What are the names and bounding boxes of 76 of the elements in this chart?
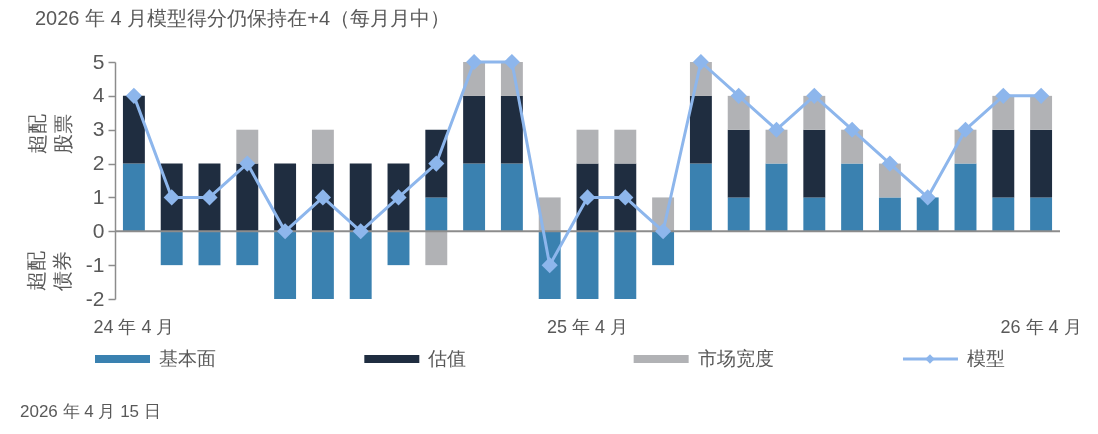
point <box>503 53 520 71</box>
bar <box>803 129 826 198</box>
bar <box>727 197 750 232</box>
bar <box>765 163 788 232</box>
bar <box>1030 197 1053 232</box>
bar <box>463 95 486 164</box>
bar <box>311 129 334 164</box>
point <box>655 223 672 240</box>
text: 2026 年 4 月 15 日 <box>20 402 161 421</box>
bar <box>387 231 410 266</box>
y-tick-label: 0 <box>92 218 105 242</box>
bar <box>576 129 599 164</box>
y-tick-label: 2 <box>92 151 105 175</box>
bar <box>349 163 372 232</box>
point <box>277 223 294 240</box>
bar <box>198 231 221 266</box>
y-tick-label: 1 <box>92 184 105 208</box>
bar <box>1030 95 1053 130</box>
bar <box>425 231 448 266</box>
legend-label: 估值 <box>427 348 467 369</box>
point <box>881 155 898 172</box>
bar <box>160 231 183 266</box>
point <box>730 87 747 104</box>
bar <box>992 197 1015 232</box>
point <box>239 155 256 172</box>
point <box>919 189 936 206</box>
point <box>692 53 709 71</box>
bar <box>274 163 297 232</box>
point <box>466 53 483 71</box>
bar <box>349 231 372 299</box>
point <box>125 87 142 104</box>
bar <box>689 163 712 232</box>
y-axis-title: 超配股票 <box>25 113 74 154</box>
point <box>806 87 823 104</box>
chart-title: 2026 年 4 月模型得分仍保持在+4（每月月中） <box>35 7 451 29</box>
text: 超配债券 <box>25 250 73 291</box>
legend-label: 基本面 <box>159 348 216 369</box>
y-tick-label: -2 <box>85 286 105 310</box>
bar <box>274 231 297 299</box>
bar <box>463 163 486 232</box>
point <box>957 121 974 138</box>
x-tick-label: 24 年 4 月 <box>93 316 175 337</box>
x-tick-label: 26 年 4 月 <box>1000 316 1082 337</box>
bar <box>500 163 523 232</box>
bar <box>841 163 864 232</box>
y-tick-label: -1 <box>85 252 105 276</box>
point <box>844 121 861 138</box>
bar <box>576 231 599 299</box>
x-tick-label: 25 年 4 月 <box>546 316 629 337</box>
bar <box>122 163 145 232</box>
bar <box>727 129 750 198</box>
legend-label: 模型 <box>966 348 1005 369</box>
bar <box>500 95 523 164</box>
bar <box>992 129 1015 198</box>
bar <box>652 231 675 266</box>
point <box>352 223 369 240</box>
legend-label: 市场宽度 <box>697 348 774 369</box>
bar <box>1030 129 1053 198</box>
y-tick-label: 5 <box>92 49 105 73</box>
bar <box>311 231 334 299</box>
bar <box>425 197 448 232</box>
bar <box>954 163 977 232</box>
point <box>1033 87 1050 104</box>
point <box>428 155 445 172</box>
bar <box>689 95 712 164</box>
y-tick-label: 4 <box>92 83 105 107</box>
bar <box>614 129 637 164</box>
point <box>768 121 785 138</box>
bar <box>236 129 259 164</box>
bar <box>614 231 637 299</box>
bar <box>803 197 826 232</box>
point <box>995 87 1012 104</box>
y-tick-label: 3 <box>92 117 105 141</box>
bar <box>122 95 145 164</box>
bar <box>236 231 259 266</box>
bar <box>878 197 901 232</box>
